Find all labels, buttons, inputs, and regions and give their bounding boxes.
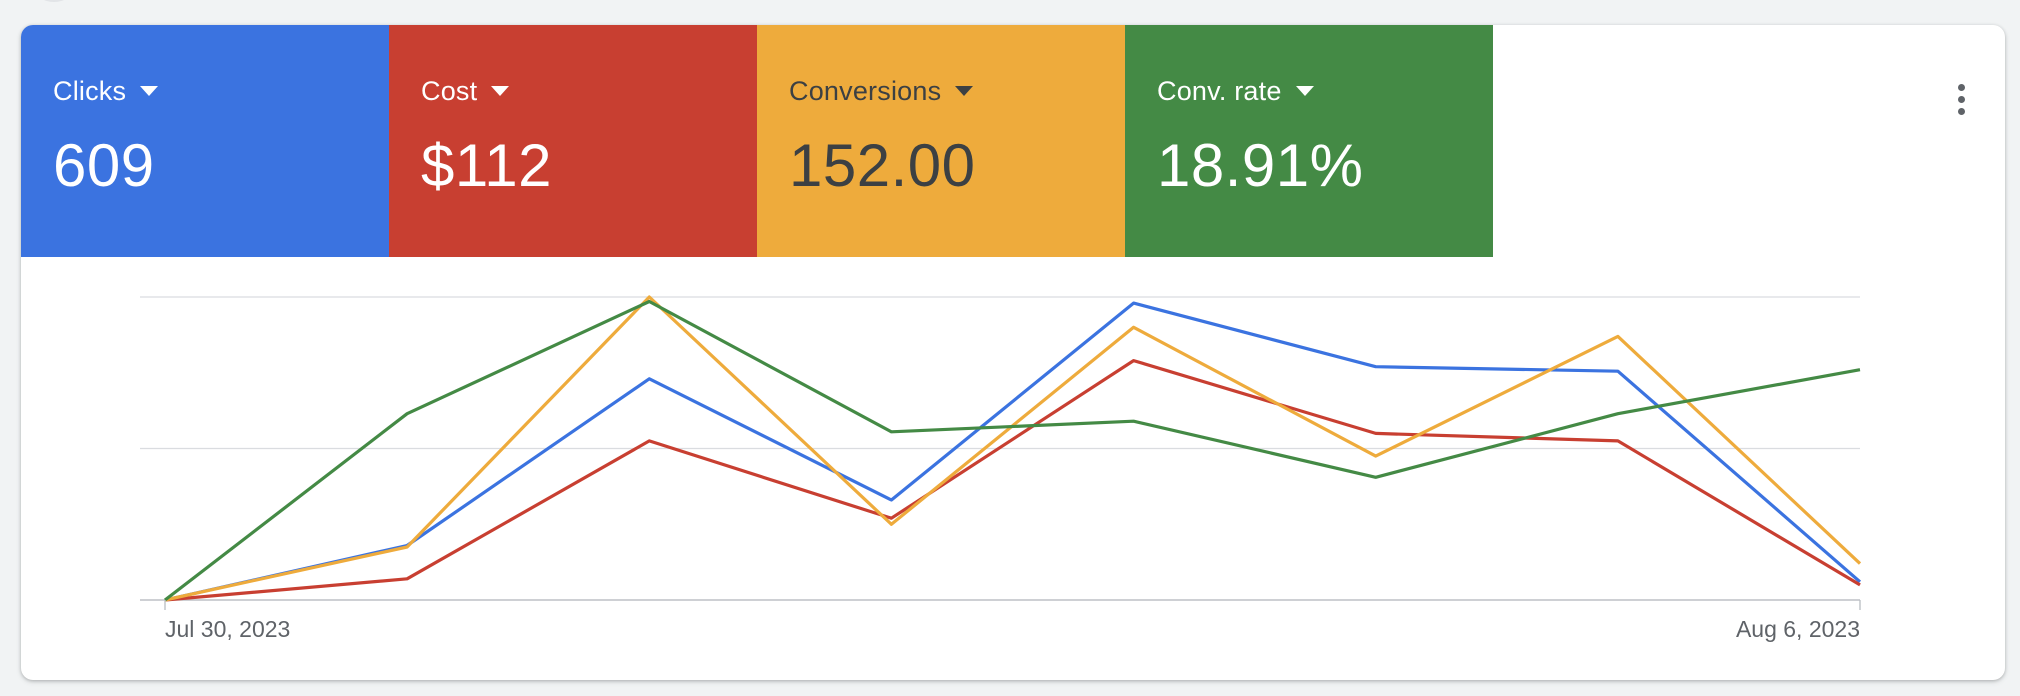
x-tick-label: Aug 6, 2023: [1736, 616, 1860, 642]
x-axis: Jul 30, 2023 Aug 6, 2023: [164, 600, 1861, 642]
x-tick-label: Jul 30, 2023: [165, 616, 290, 642]
more-vert-icon-dot: [1957, 95, 1965, 103]
dropdown-caret-icon: [491, 86, 510, 96]
scorecard-conv-rate[interactable]: Conv. rate 18.91%: [1125, 25, 1493, 257]
chart-series: [164, 295, 1862, 602]
scorecard-header: Clicks: [53, 75, 389, 107]
scorecard-header: Conversions: [789, 75, 1125, 107]
dropdown-caret-icon: [955, 86, 974, 96]
series-line-0: [164, 301, 1862, 602]
scorecard-value: 609: [53, 132, 155, 199]
more-vert-icon-dot: [1957, 107, 1965, 115]
scorecard-tiles: Clicks 609 Cost $112 Conversions 152.00 …: [21, 25, 1493, 257]
scorecard-clicks[interactable]: Clicks 609: [21, 25, 389, 257]
scorecard-label: Conversions: [789, 76, 942, 106]
series-line-1: [164, 359, 1861, 602]
performance-card: Clicks 609 Cost $112 Conversions 152.00 …: [21, 25, 2005, 680]
scorecard-label: Cost: [421, 76, 478, 106]
dropdown-caret-icon: [140, 86, 159, 96]
avatar: [34, 0, 74, 2]
scorecard-conversions[interactable]: Conversions 152.00: [757, 25, 1125, 257]
scorecard-label: Clicks: [53, 76, 127, 106]
scorecard-value: 18.91%: [1157, 132, 1364, 199]
series-line-3: [164, 299, 1861, 602]
line-chart: Jul 30, 2023 Aug 6, 2023: [140, 295, 1862, 642]
scorecard-cost[interactable]: Cost $112: [389, 25, 757, 257]
scorecard-label: Conv. rate: [1157, 76, 1282, 106]
scorecard-header: Conv. rate: [1157, 75, 1493, 107]
more-vert-icon: [1957, 83, 1965, 91]
dropdown-caret-icon: [1295, 86, 1314, 96]
scorecard-header: Cost: [421, 75, 757, 107]
more-options-button[interactable]: [1937, 75, 1985, 123]
scorecard-value: 152.00: [789, 132, 976, 199]
scorecard-value: $112: [421, 132, 553, 199]
